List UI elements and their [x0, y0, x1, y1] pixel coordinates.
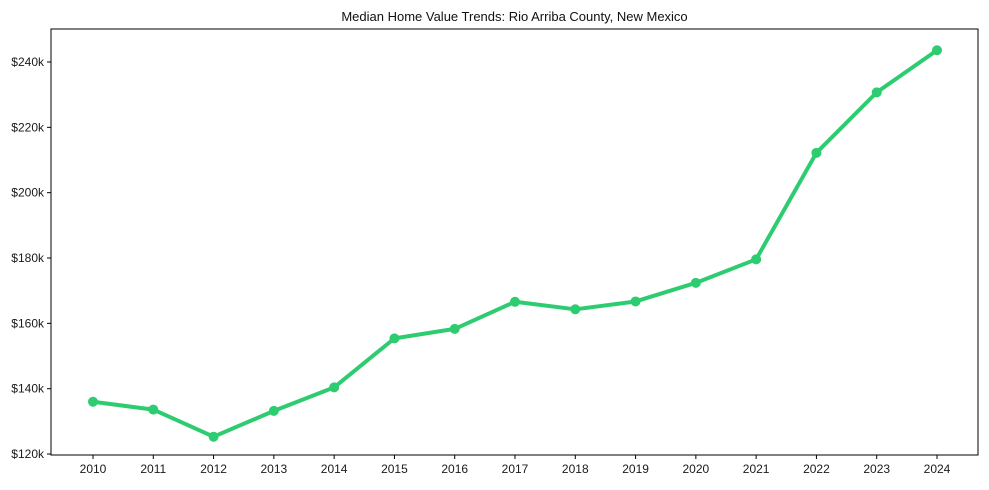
x-tick-label: 2022: [803, 462, 830, 476]
trend-line: [91, 48, 939, 439]
data-point-2020: [690, 277, 701, 288]
y-tick-label: $180k: [11, 251, 45, 265]
data-point-2011: [148, 404, 159, 415]
y-tick-label: $120k: [11, 447, 45, 461]
data-point-2013: [268, 405, 279, 416]
x-tick-label: 2021: [743, 462, 770, 476]
data-point-2018: [570, 304, 581, 315]
data-point-2012: [208, 431, 219, 442]
data-point-2010: [88, 396, 98, 407]
x-tick-label: 2016: [441, 462, 468, 476]
y-tick-label: $240k: [11, 55, 45, 69]
data-point-2014: [329, 382, 340, 393]
x-tick-label: 2013: [261, 462, 288, 476]
x-tick-label: 2017: [502, 462, 529, 476]
y-tick-label: $220k: [11, 120, 45, 134]
x-tick-label: 2010: [80, 462, 107, 476]
chart-title: Median Home Value Trends: Rio Arriba Cou…: [341, 9, 688, 24]
data-point-2023: [871, 87, 882, 98]
x-tick-label: 2011: [140, 462, 166, 476]
y-tick-label: $160k: [11, 316, 45, 330]
data-point-2019: [630, 296, 641, 307]
x-tick-label: 2015: [381, 462, 408, 476]
plot-border: [50, 28, 979, 456]
x-tick-label: 2019: [622, 462, 649, 476]
x-tick-label: 2012: [200, 462, 227, 476]
y-tick-label: $140k: [11, 382, 45, 396]
y-tick-label: $200k: [11, 186, 45, 200]
data-point-2017: [510, 296, 520, 307]
data-point-2015: [389, 333, 400, 344]
data-point-2016: [449, 323, 460, 334]
data-point-2024: [932, 45, 942, 56]
x-tick-label: 2023: [863, 462, 890, 476]
x-tick-label: 2018: [562, 462, 589, 476]
data-point-2022: [811, 147, 822, 158]
x-tick-label: 2020: [683, 462, 710, 476]
x-tick-label: 2014: [321, 462, 348, 476]
x-tick-label: 2024: [924, 462, 951, 476]
data-point-2021: [751, 254, 762, 265]
